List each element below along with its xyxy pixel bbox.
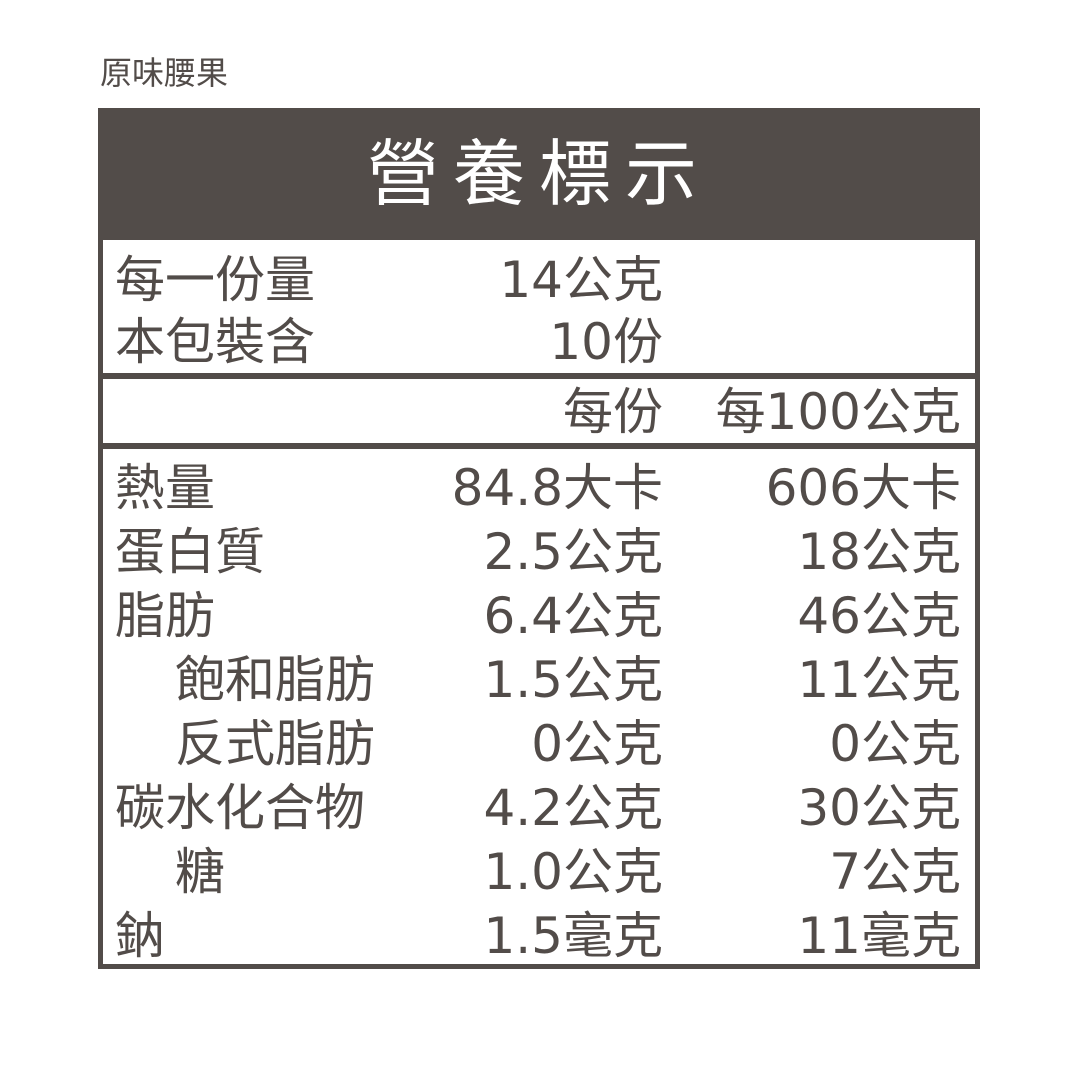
- nutrition-label: 營養標示 每一份量 14公克 本包裝含 10份 每份 每100公克 熱量 84.…: [98, 108, 980, 969]
- per-100g-value: 46公克: [797, 587, 961, 645]
- servings-label: 本包裝含: [115, 313, 315, 371]
- nutrient-row: 糖 1.0公克 7公克: [103, 840, 975, 904]
- divider: [103, 373, 975, 379]
- per-100g-value: 18公克: [797, 523, 961, 581]
- per-100g-value: 30公克: [797, 779, 961, 837]
- per-serving-value: 1.0公克: [483, 843, 663, 901]
- servings-value: 10份: [549, 313, 663, 371]
- nutrient-label: 鈉: [115, 907, 165, 965]
- per-100g-value: 606大卡: [765, 459, 961, 517]
- label-title: 營養標示: [103, 108, 975, 240]
- per-serving-value: 84.8大卡: [451, 459, 663, 517]
- per-serving-value: 0公克: [531, 715, 663, 773]
- per-serving-value: 4.2公克: [483, 779, 663, 837]
- per-100g-header: 每100公克: [715, 383, 961, 441]
- nutrient-row: 反式脂肪 0公克 0公克: [103, 712, 975, 776]
- column-header-row: 每份 每100公克: [103, 380, 975, 444]
- nutrient-row: 脂肪 6.4公克 46公克: [103, 584, 975, 648]
- nutrient-label: 碳水化合物: [115, 779, 365, 837]
- serving-size-label: 每一份量: [115, 251, 315, 309]
- per-serving-header: 每份: [563, 383, 663, 441]
- per-100g-value: 7公克: [829, 843, 961, 901]
- divider: [103, 443, 975, 449]
- serving-size-value: 14公克: [499, 251, 663, 309]
- per-serving-value: 6.4公克: [483, 587, 663, 645]
- nutrient-row: 熱量 84.8大卡 606大卡: [103, 456, 975, 520]
- servings-per-package-row: 本包裝含 10份: [103, 310, 975, 374]
- per-serving-value: 1.5毫克: [483, 907, 663, 965]
- nutrient-row: 蛋白質 2.5公克 18公克: [103, 520, 975, 584]
- nutrient-label: 糖: [175, 843, 225, 901]
- nutrient-row: 碳水化合物 4.2公克 30公克: [103, 776, 975, 840]
- nutrient-label: 反式脂肪: [175, 715, 375, 773]
- per-100g-value: 11毫克: [797, 907, 961, 965]
- nutrient-label: 熱量: [115, 459, 215, 517]
- per-100g-value: 0公克: [829, 715, 961, 773]
- nutrient-label: 飽和脂肪: [175, 651, 375, 709]
- serving-size-row: 每一份量 14公克: [103, 248, 975, 312]
- per-serving-value: 1.5公克: [483, 651, 663, 709]
- nutrient-row: 飽和脂肪 1.5公克 11公克: [103, 648, 975, 712]
- nutrient-row: 鈉 1.5毫克 11毫克: [103, 904, 975, 968]
- product-name: 原味腰果: [100, 54, 229, 92]
- nutrient-label: 蛋白質: [115, 523, 265, 581]
- nutrient-label: 脂肪: [115, 587, 215, 645]
- per-100g-value: 11公克: [797, 651, 961, 709]
- per-serving-value: 2.5公克: [483, 523, 663, 581]
